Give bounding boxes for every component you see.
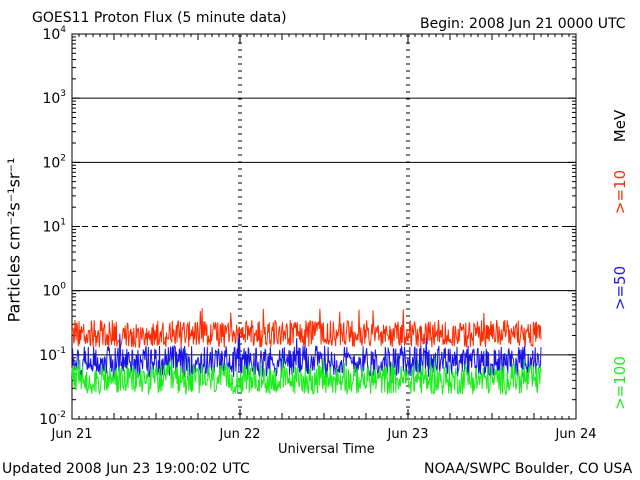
series-line-ge50 [71,332,542,379]
x-tick-label-0: Jun 21 [51,427,93,442]
y-tick-label-0: 10-2 [39,410,66,428]
x-tick-label-2: Jun 23 [387,427,429,442]
y-tick-label-5: 103 [42,89,66,107]
legend-ge10: >=10 [611,169,629,215]
begin-time: Begin: 2008 Jun 21 0000 UTC [420,16,626,32]
y-tick-label-4: 102 [42,153,66,171]
legend-unit-mev: MeV [611,109,629,143]
y-axis-label: Particles cm⁻²s⁻¹sr⁻¹ [4,157,24,323]
y-tick-label-1: 10-1 [39,346,66,364]
legend-ge50: >=50 [611,265,629,311]
y-tick-label-6: 104 [42,25,66,43]
series-line-ge10 [71,308,542,349]
y-tick-label-3: 101 [42,218,66,236]
x-tick-label-1: Jun 22 [219,427,261,442]
chart-title: GOES11 Proton Flux (5 minute data) [32,10,287,26]
updated-time: Updated 2008 Jun 23 19:00:02 UTC [2,461,250,477]
legend-ge100: >=100 [611,356,629,410]
y-tick-label-2: 100 [42,282,66,300]
x-tick-label-3: Jun 24 [555,427,597,442]
x-axis-label: Universal Time [278,442,375,457]
series-line-ge100 [71,358,542,396]
source-credit: NOAA/SWPC Boulder, CO USA [424,461,633,477]
